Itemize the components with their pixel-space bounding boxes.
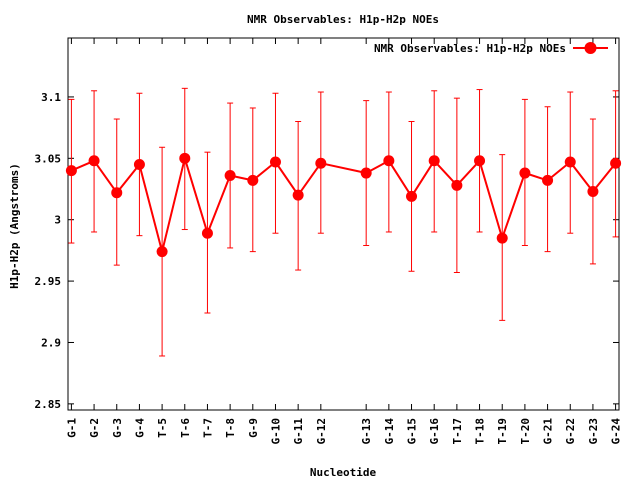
x-tick-label: T-8	[224, 418, 237, 438]
x-tick-label: G-21	[542, 418, 555, 445]
plot-area	[67, 37, 620, 411]
x-tick-label: G-22	[564, 418, 577, 445]
plot-border	[67, 37, 620, 411]
x-tick-label: T-17	[451, 418, 464, 445]
x-tick-label: G-14	[383, 418, 396, 445]
data-point	[224, 170, 236, 182]
legend-label: NMR Observables: H1p-H2p NOEs	[374, 42, 566, 55]
data-point	[156, 246, 168, 258]
data-point	[519, 167, 531, 179]
legend-marker	[584, 42, 597, 54]
x-tick-label: G-4	[133, 418, 146, 438]
data-point	[88, 155, 100, 167]
y-tick-label: 3	[54, 214, 61, 227]
data-point	[315, 157, 327, 169]
y-tick-label: 2.85	[35, 398, 62, 411]
data-point	[247, 174, 259, 186]
data-point	[65, 165, 77, 177]
x-tick-label: G-12	[315, 418, 328, 445]
data-point	[610, 157, 622, 169]
data-point	[179, 152, 191, 164]
data-points	[65, 152, 622, 258]
x-tick-label: T-6	[179, 418, 192, 438]
x-tick-label: T-5	[156, 418, 169, 438]
y-tick-label: 3.05	[35, 152, 62, 165]
y-tick-label: 2.9	[41, 336, 61, 349]
data-point	[428, 155, 440, 167]
x-tick-label: G-9	[247, 418, 260, 438]
data-point	[587, 185, 599, 197]
data-point	[542, 174, 554, 186]
x-tick-label: T-20	[519, 418, 532, 445]
x-axis-label: Nucleotide	[310, 466, 377, 479]
y-tick-label: 2.95	[35, 275, 62, 288]
data-point	[111, 187, 123, 199]
error-bars	[68, 87, 619, 357]
data-point	[269, 156, 281, 168]
x-tick-label: G-23	[587, 418, 600, 445]
x-tick-label: G-11	[292, 418, 305, 445]
y-tick-label: 3.1	[41, 91, 61, 104]
x-tick-label: G-15	[406, 418, 419, 445]
data-point	[406, 190, 418, 202]
x-tick-label: G-24	[610, 418, 623, 445]
data-point	[564, 156, 576, 168]
data-point	[451, 179, 463, 191]
x-tick-label: G-10	[269, 418, 282, 445]
data-point	[201, 227, 213, 239]
data-point	[133, 158, 145, 170]
legend: NMR Observables: H1p-H2p NOEs	[374, 42, 608, 55]
data-point	[292, 189, 304, 201]
x-tick-label: G-16	[428, 418, 441, 445]
series-line-group	[71, 157, 617, 253]
data-point	[383, 155, 395, 167]
data-point	[496, 232, 508, 244]
x-tick-label: T-18	[474, 418, 487, 445]
data-point	[360, 167, 372, 179]
axes: 2.85 2.9 2.95 3 3.05 3.1 G-1 G-2 G-3 G-4 T-5 T-6 T-7…	[35, 38, 623, 445]
x-tick-label: G-3	[111, 418, 124, 438]
x-tick-label: G-1	[65, 418, 78, 438]
data-point	[474, 155, 486, 167]
x-tick-label: G-13	[360, 418, 373, 445]
series-line	[71, 157, 617, 253]
x-tick-label: G-2	[88, 418, 101, 438]
x-tick-label: T-7	[201, 418, 214, 438]
x-tick-label: T-19	[496, 418, 509, 445]
chart-title: NMR Observables: H1p-H2p NOEs	[247, 13, 439, 26]
y-axis-label: H1p-H2p (Angstroms)	[8, 163, 21, 289]
